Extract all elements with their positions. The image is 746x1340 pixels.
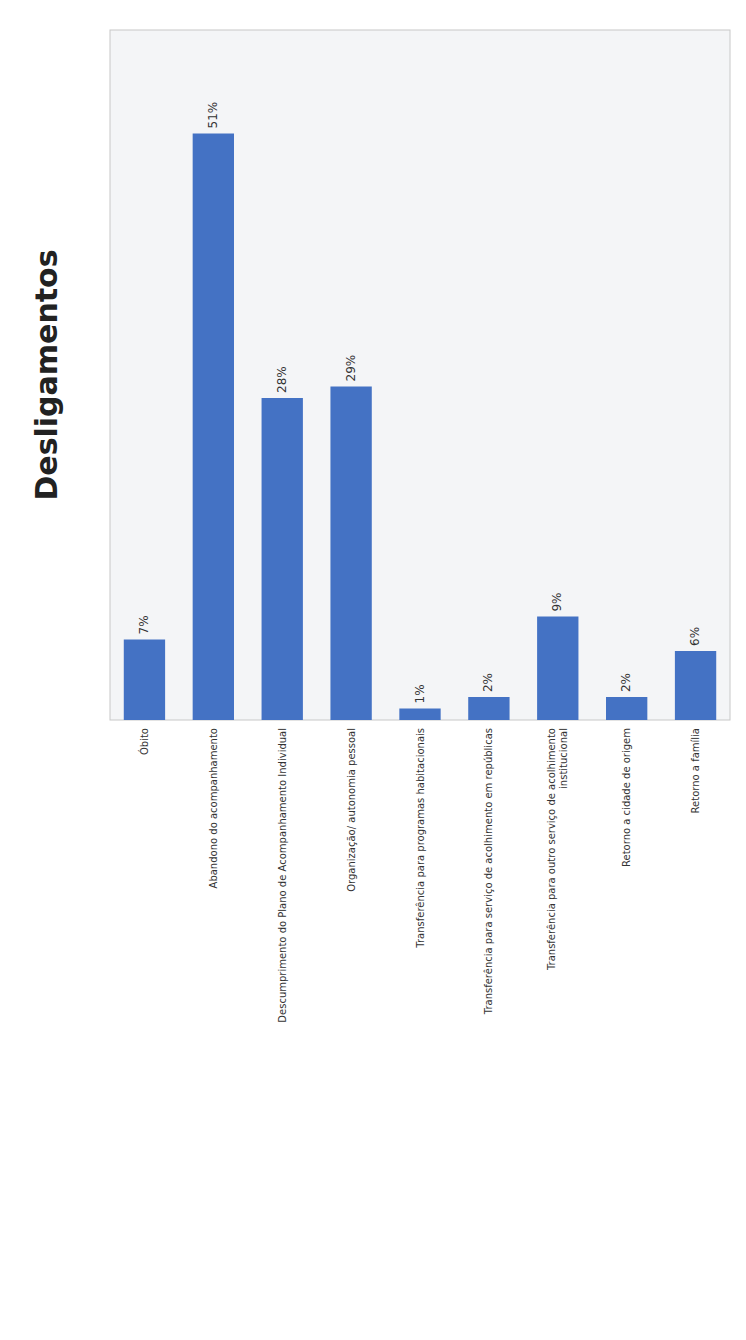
data-label: 28% — [275, 366, 289, 393]
x-tick-label: Descumprimento do Plano de Acompanhament… — [277, 728, 288, 1023]
chart: Desligamentos 7% 51% 28% 29% 1% 2% 9% 2% 6% Óbito A… — [0, 0, 746, 1340]
data-label: 29% — [344, 355, 358, 382]
bar — [675, 651, 716, 720]
x-tick-label: Organização/ autonomia pessoal — [346, 728, 357, 892]
x-tick-label: Transferência para outro serviço de acol… — [546, 728, 569, 971]
data-label: 7% — [137, 615, 151, 634]
bar — [330, 387, 371, 721]
data-labels: 7% 51% 28% 29% 1% 2% 9% 2% 6% — [137, 102, 702, 704]
x-tick-label: Abandono do acompanhamento — [208, 728, 219, 888]
bar — [399, 709, 440, 721]
x-tick-label: Transferência para programas habitaciona… — [415, 728, 426, 949]
data-label: 1% — [413, 684, 427, 703]
bar — [124, 640, 165, 721]
bar — [468, 697, 509, 720]
x-tick-labels: Óbito Abandono do acompanhamento Descumpri… — [138, 728, 701, 1023]
bar — [193, 134, 234, 721]
x-tick-label: Transferência para serviço de acolhiment… — [483, 728, 494, 1015]
x-tick-label: Retorno a família — [690, 728, 701, 813]
data-label: 2% — [619, 673, 633, 692]
bar — [606, 697, 647, 720]
plot-area — [110, 30, 730, 720]
data-label: 6% — [688, 627, 702, 646]
x-tick-label: Óbito — [138, 728, 150, 755]
data-label: 9% — [550, 592, 564, 611]
bar — [262, 398, 303, 720]
data-label: 51% — [206, 102, 220, 129]
data-label: 2% — [481, 673, 495, 692]
title: Desligamentos — [29, 249, 64, 500]
x-tick-label: Retorno a cidade de origem — [621, 728, 632, 867]
bars — [124, 134, 716, 721]
bar — [537, 617, 578, 721]
